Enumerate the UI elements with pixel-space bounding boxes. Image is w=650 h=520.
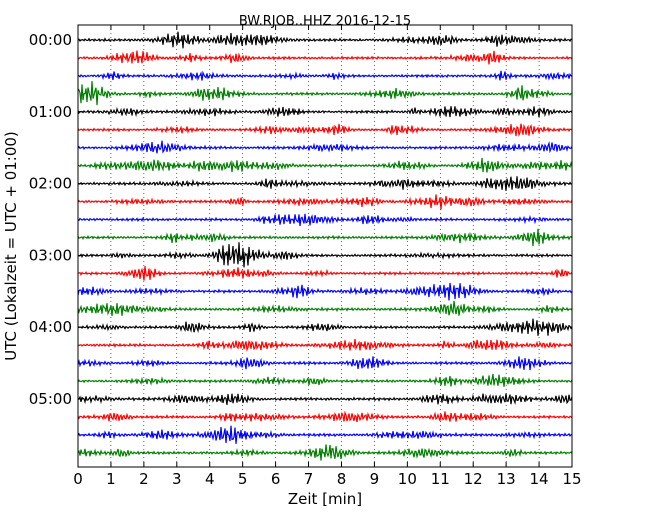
trace-line	[77, 356, 573, 371]
trace-line	[77, 70, 573, 82]
x-tick-label: 11	[431, 470, 450, 488]
trace-line	[77, 194, 573, 210]
x-tick-label: 9	[370, 470, 380, 488]
x-tick-label: 5	[238, 470, 248, 488]
trace-line	[77, 157, 573, 173]
trace-line	[77, 318, 573, 336]
y-tick-label: 03:00	[29, 246, 72, 264]
x-tick-label: 14	[530, 470, 549, 488]
x-tick-label: 8	[337, 470, 347, 488]
trace-line	[77, 213, 573, 226]
x-tick-label: 1	[106, 470, 116, 488]
trace-line	[77, 81, 573, 106]
y-tick-label: 05:00	[29, 390, 72, 408]
trace-line	[77, 373, 573, 387]
x-tick-label: 0	[73, 470, 83, 488]
trace-line	[77, 393, 573, 405]
trace-line	[77, 300, 573, 317]
y-tick-label: 04:00	[29, 318, 72, 336]
trace-line	[77, 176, 573, 191]
x-tick-label: 7	[304, 470, 314, 488]
trace-line	[77, 266, 573, 281]
trace-line	[77, 228, 573, 247]
trace-line	[77, 242, 573, 268]
trace-line	[77, 50, 573, 65]
x-tick-label: 2	[139, 470, 149, 488]
trace-line	[77, 140, 573, 154]
x-axis-label: Zeit [min]	[288, 490, 362, 508]
y-tick-label: 02:00	[29, 175, 72, 193]
y-tick-label: 00:00	[29, 31, 72, 49]
plot-frame	[77, 24, 573, 468]
trace-line	[77, 410, 573, 423]
x-tick-label: 6	[271, 470, 281, 488]
trace-line	[77, 444, 573, 461]
x-tick-label: 3	[172, 470, 182, 488]
traces	[77, 31, 573, 461]
x-tick-label: 4	[205, 470, 215, 488]
trace-line	[77, 31, 573, 49]
y-tick-label: 01:00	[29, 103, 72, 121]
x-tick-label: 12	[464, 470, 483, 488]
x-tick-label: 10	[398, 470, 417, 488]
trace-line	[77, 123, 573, 137]
trace-line	[77, 282, 573, 301]
x-axis: 0 1 2 3 4 5 6 7 8 9 10 11 12 13 14 15	[73, 25, 582, 488]
x-tick-label: 13	[497, 470, 516, 488]
y-axis-label: UTC (Lokalzeit = UTC + 01:00)	[2, 131, 20, 361]
trace-line	[77, 339, 573, 352]
x-tick-label: 15	[562, 470, 581, 488]
y-axis: 00:00 01:00 02:00 03:00 04:00 05:00	[29, 31, 83, 408]
trace-line	[77, 425, 573, 444]
chart-title: BW.RJOB..HHZ 2016-12-15	[239, 14, 411, 29]
grid-lines	[110, 25, 540, 467]
trace-line	[77, 106, 573, 118]
